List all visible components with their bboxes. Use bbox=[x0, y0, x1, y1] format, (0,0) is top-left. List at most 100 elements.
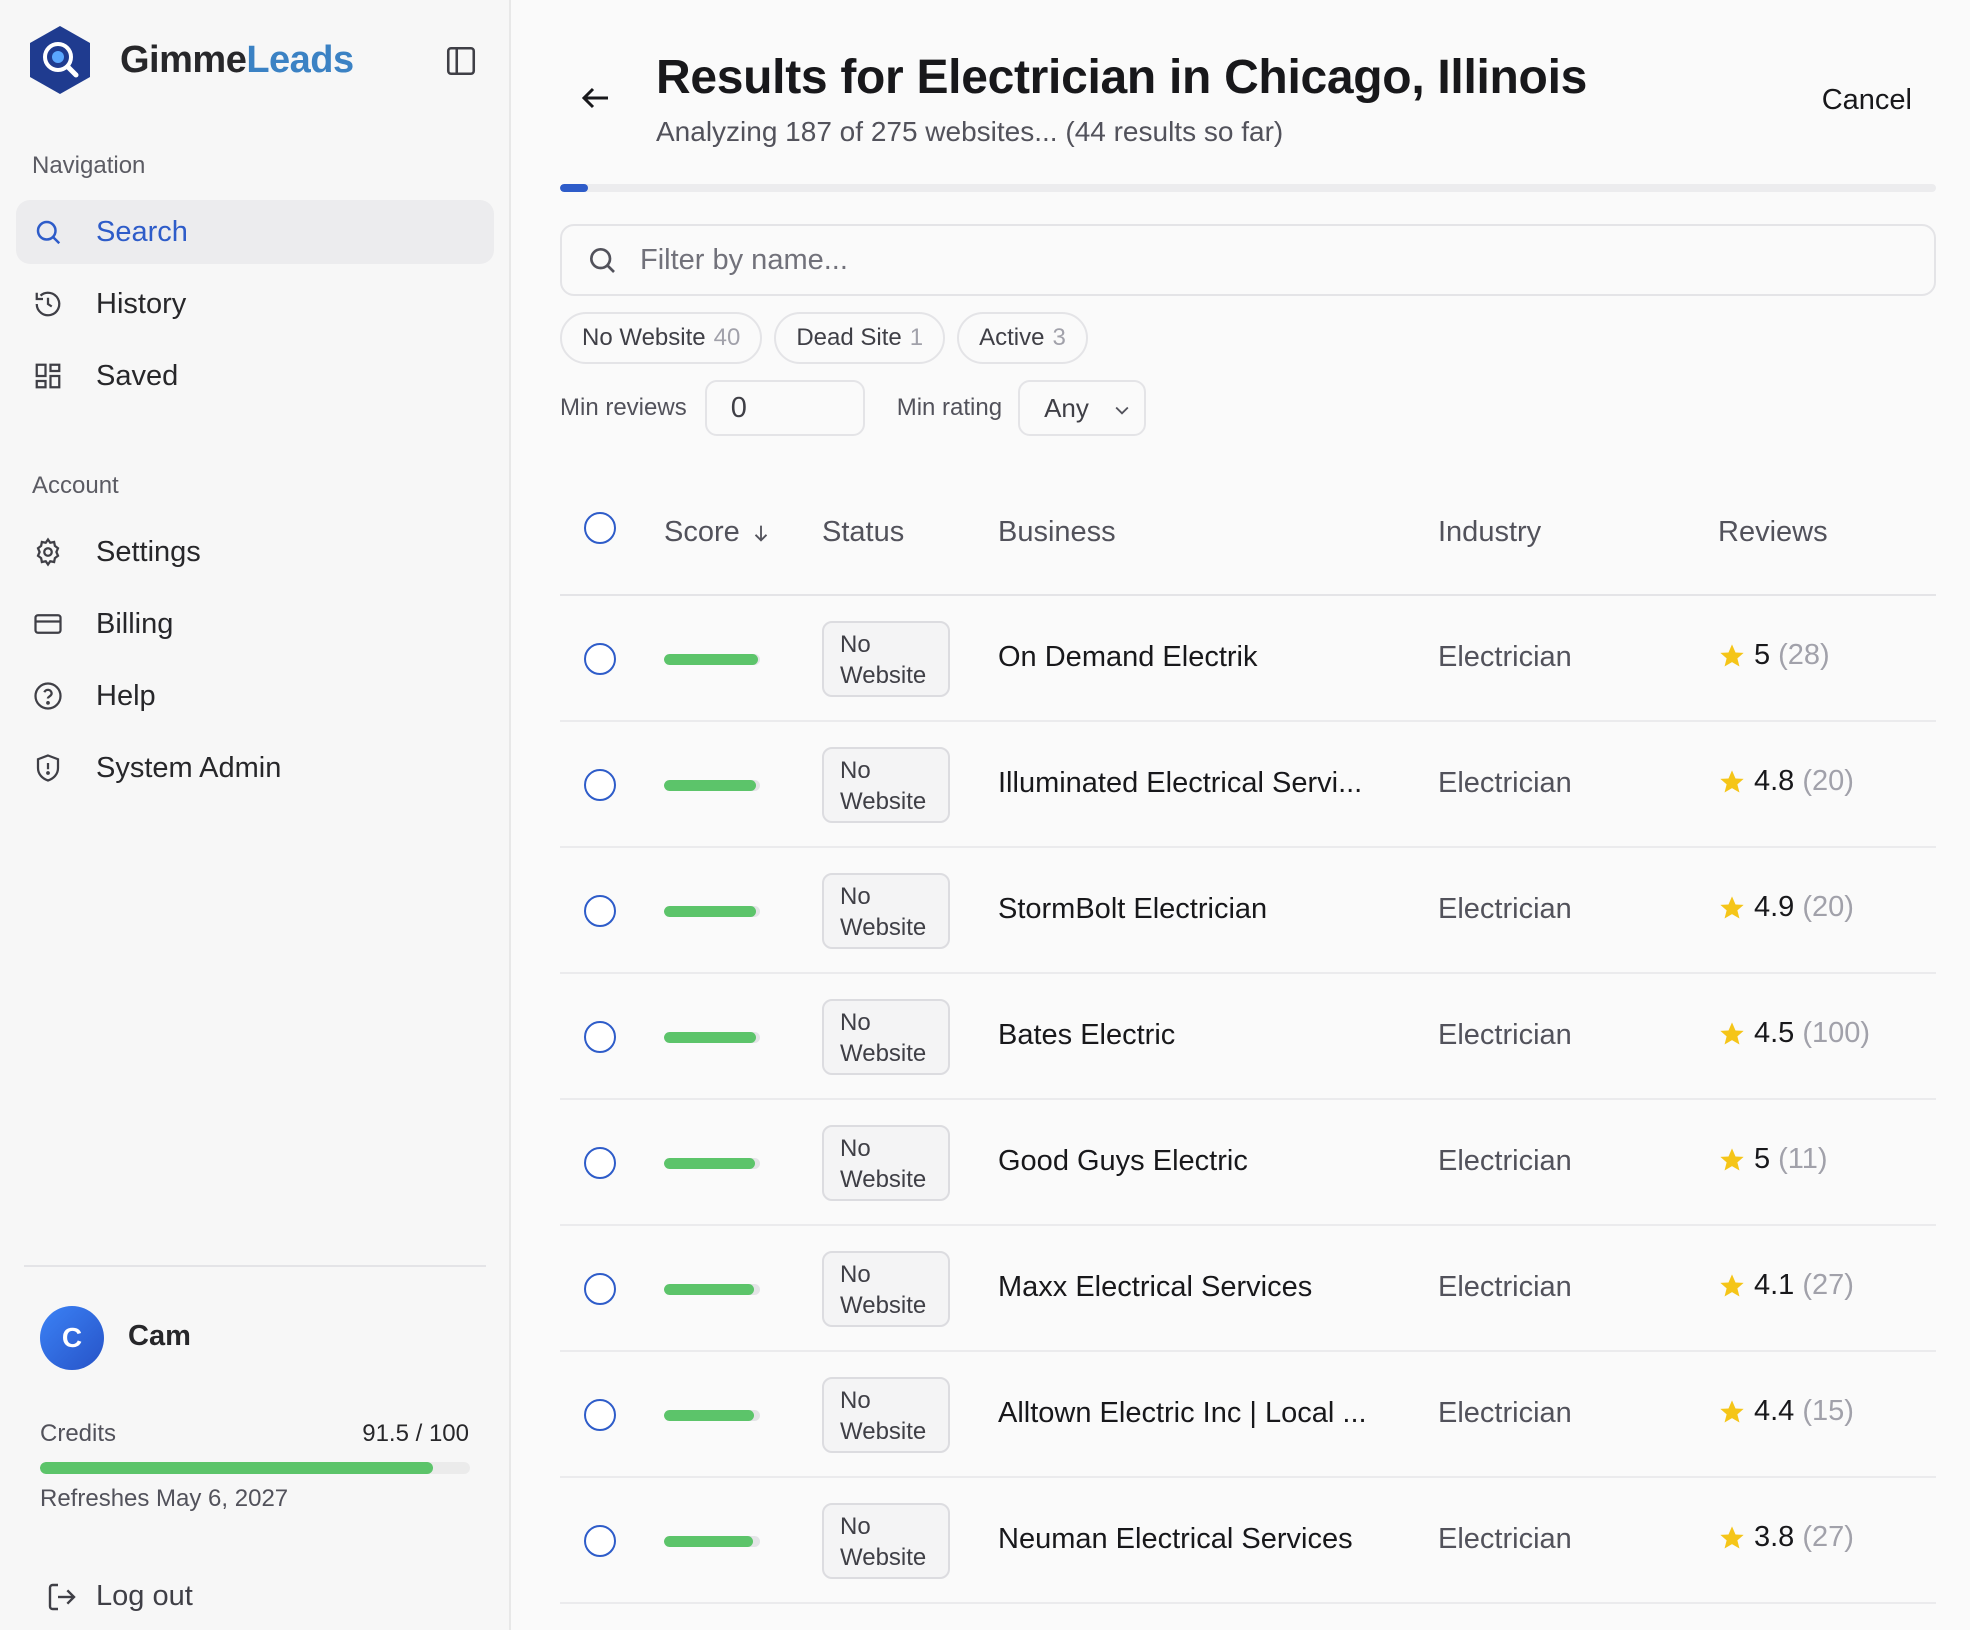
sidebar: GimmeLeads Navigation Search History Sav… bbox=[0, 0, 511, 1630]
credits-label: Credits bbox=[40, 1420, 117, 1447]
score-fill bbox=[664, 654, 759, 665]
status-badge: No Website bbox=[822, 1377, 950, 1453]
business-name[interactable]: Neuman Electrical Services bbox=[998, 1523, 1353, 1555]
table-row[interactable]: No Website StormBolt Electrician Electric… bbox=[560, 848, 1936, 974]
rating-value: 5 bbox=[1754, 639, 1771, 671]
industry-label: Electrician bbox=[1438, 1019, 1572, 1051]
column-header-status[interactable]: Status bbox=[822, 516, 905, 548]
chip-active[interactable]: Active 3 bbox=[957, 312, 1088, 364]
table-row[interactable]: No Website Illuminated Electrical Servi..… bbox=[560, 722, 1936, 848]
score-fill bbox=[664, 1284, 755, 1295]
brand-name: GimmeLeads bbox=[120, 38, 354, 81]
account-section-label: Account bbox=[32, 472, 119, 499]
business-name[interactable]: Bates Electric bbox=[998, 1019, 1176, 1051]
table-row[interactable]: No Website Bates Electric Electrician 4.5… bbox=[560, 974, 1936, 1100]
sidebar-item-history[interactable]: History bbox=[16, 272, 494, 336]
min-rating-select[interactable]: Any bbox=[1018, 380, 1147, 436]
review-count: (27) bbox=[1802, 1269, 1854, 1301]
status-badge: No Website bbox=[822, 621, 950, 697]
star-icon bbox=[1720, 769, 1744, 792]
credits-refresh-date: Refreshes May 6, 2027 bbox=[40, 1485, 289, 1512]
reviews-cell: 4.4 (15) bbox=[1718, 1395, 1854, 1428]
sidebar-item-saved[interactable]: Saved bbox=[16, 344, 494, 408]
sidebar-item-system-admin[interactable]: System Admin bbox=[16, 736, 494, 800]
chip-no-website[interactable]: No Website 40 bbox=[560, 312, 763, 364]
sidebar-item-search[interactable]: Search bbox=[16, 200, 494, 264]
row-select-checkbox[interactable] bbox=[584, 1147, 616, 1179]
filter-input[interactable] bbox=[640, 243, 1840, 277]
star-icon bbox=[1720, 1399, 1744, 1422]
column-header-score[interactable]: Score bbox=[664, 516, 772, 549]
chip-label: Dead Site bbox=[796, 324, 902, 351]
star-icon bbox=[1720, 1021, 1744, 1044]
grid-icon bbox=[32, 360, 64, 392]
sidebar-item-label: History bbox=[96, 287, 187, 320]
table-row[interactable]: No Website Good Guys Electric Electrician… bbox=[560, 1100, 1936, 1226]
row-select-checkbox[interactable] bbox=[584, 1273, 616, 1305]
reviews-cell: 4.1 (27) bbox=[1718, 1269, 1854, 1302]
min-rating-value: Any bbox=[1044, 392, 1089, 423]
star-icon bbox=[1720, 643, 1744, 666]
business-name[interactable]: Good Guys Electric bbox=[998, 1145, 1248, 1177]
industry-label: Electrician bbox=[1438, 1145, 1572, 1177]
credits-value: 91.5 / 100 bbox=[362, 1420, 469, 1447]
back-arrow-icon[interactable] bbox=[578, 80, 614, 116]
review-count: (20) bbox=[1802, 891, 1854, 923]
table-row[interactable]: No Website On Demand Electrik Electrician… bbox=[560, 596, 1936, 722]
chip-dead-site[interactable]: Dead Site 1 bbox=[774, 312, 946, 364]
sidebar-item-billing[interactable]: Billing bbox=[16, 592, 494, 656]
score-bar bbox=[664, 780, 760, 791]
business-name[interactable]: On Demand Electrik bbox=[998, 641, 1258, 673]
min-reviews-input[interactable] bbox=[704, 380, 865, 436]
cancel-button[interactable]: Cancel bbox=[1821, 84, 1912, 116]
search-icon bbox=[32, 216, 64, 248]
row-select-checkbox[interactable] bbox=[584, 895, 616, 927]
star-icon bbox=[1720, 1525, 1744, 1548]
table-row[interactable]: No Website Alltown Electric Inc | Local .… bbox=[560, 1352, 1936, 1478]
logout-icon bbox=[48, 1583, 76, 1610]
filter-search[interactable] bbox=[560, 224, 1936, 296]
reviews-cell: 4.9 (20) bbox=[1718, 891, 1854, 924]
status-line: Website bbox=[840, 1292, 927, 1319]
business-name[interactable]: Illuminated Electrical Servi... bbox=[998, 767, 1363, 799]
sidebar-item-label: Help bbox=[96, 679, 156, 712]
review-count: (28) bbox=[1778, 639, 1830, 671]
credit-card-icon bbox=[32, 608, 64, 640]
min-rating-label: Min rating bbox=[896, 394, 1003, 421]
rating-value: 4.4 bbox=[1754, 1395, 1795, 1427]
row-select-checkbox[interactable] bbox=[584, 1021, 616, 1053]
analysis-progress-bar bbox=[560, 184, 1936, 192]
status-line: No bbox=[840, 1513, 871, 1540]
table-row[interactable]: No Website Maxx Electrical Services Elect… bbox=[560, 1226, 1936, 1352]
table-row[interactable]: No Website Neuman Electrical Services Ele… bbox=[560, 1478, 1936, 1604]
row-select-checkbox[interactable] bbox=[584, 1525, 616, 1557]
business-name[interactable]: Maxx Electrical Services bbox=[998, 1271, 1313, 1303]
column-header-reviews[interactable]: Reviews bbox=[1718, 516, 1828, 548]
sidebar-item-settings[interactable]: Settings bbox=[16, 520, 494, 584]
sidebar-item-help[interactable]: Help bbox=[16, 664, 494, 728]
row-select-checkbox[interactable] bbox=[584, 643, 616, 675]
status-line: No bbox=[840, 883, 871, 910]
chip-count: 40 bbox=[713, 324, 741, 351]
status-line: No bbox=[840, 1135, 871, 1162]
column-header-business[interactable]: Business bbox=[998, 516, 1116, 548]
business-name[interactable]: StormBolt Electrician bbox=[998, 893, 1268, 925]
column-header-industry[interactable]: Industry bbox=[1438, 516, 1542, 548]
score-fill bbox=[664, 1536, 754, 1547]
row-select-checkbox[interactable] bbox=[584, 769, 616, 801]
select-all-checkbox[interactable] bbox=[584, 512, 616, 544]
sidebar-toggle-icon[interactable] bbox=[444, 44, 478, 78]
row-select-checkbox[interactable] bbox=[584, 1399, 616, 1431]
chevron-down-icon bbox=[1115, 406, 1129, 415]
rating-value: 4.9 bbox=[1754, 891, 1795, 923]
status-line: Website bbox=[840, 662, 927, 689]
brand[interactable]: GimmeLeads bbox=[28, 24, 478, 96]
business-name[interactable]: Alltown Electric Inc | Local ... bbox=[998, 1397, 1367, 1429]
score-bar bbox=[664, 1158, 760, 1169]
logout-button[interactable]: Log out bbox=[46, 1580, 193, 1613]
review-count: (11) bbox=[1778, 1143, 1828, 1175]
avatar[interactable]: C bbox=[40, 1306, 104, 1370]
reviews-cell: 4.8 (20) bbox=[1718, 765, 1854, 798]
credits-progress-bar bbox=[40, 1462, 470, 1474]
score-fill bbox=[664, 906, 757, 917]
